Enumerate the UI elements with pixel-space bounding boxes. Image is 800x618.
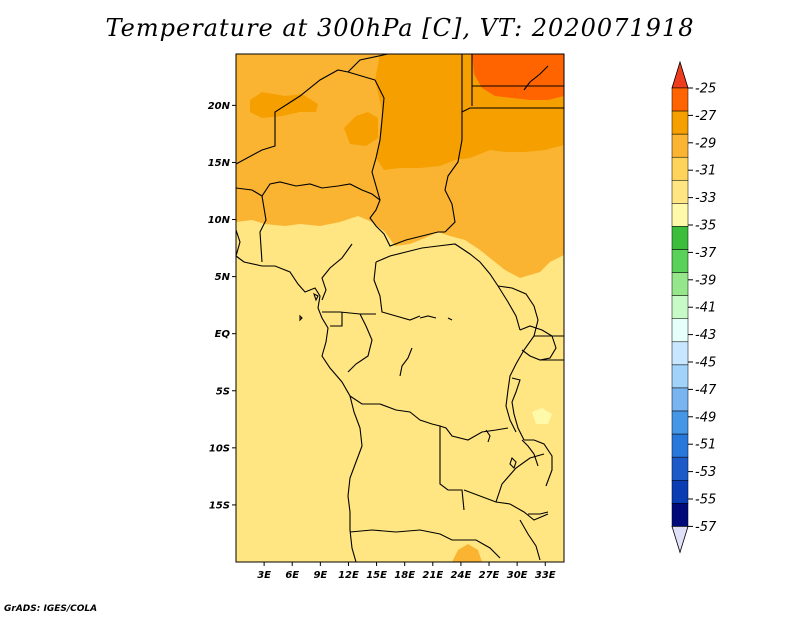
colorbar-swatch bbox=[671, 480, 689, 504]
colorbar-label: -55 bbox=[695, 493, 716, 508]
lon-tick-label: 12E bbox=[338, 570, 359, 581]
colorbar-bottom-arrow bbox=[671, 526, 689, 554]
colorbar-label: -43 bbox=[695, 328, 716, 343]
chart-title: Temperature at 300hPa [C], VT: 202007191… bbox=[105, 14, 695, 42]
colorbar-swatch bbox=[671, 387, 689, 412]
colorbar-swatch bbox=[671, 249, 689, 273]
latitude-axis: 20N 15N 10N 5N EQ 5S 10S 15S bbox=[208, 101, 236, 511]
lat-tick-label: 5S bbox=[216, 386, 230, 397]
lat-tick-label: 10N bbox=[208, 215, 231, 226]
colorbar-swatch bbox=[671, 156, 689, 181]
colorbar-swatch bbox=[671, 203, 689, 227]
lon-tick-label: 15E bbox=[366, 570, 387, 581]
colorbar-label: -47 bbox=[695, 383, 717, 398]
colorbar-label: -35 bbox=[695, 219, 716, 234]
colorbar-label: -31 bbox=[695, 164, 716, 179]
lat-tick-label: 5N bbox=[215, 272, 231, 283]
colorbar-swatch bbox=[671, 226, 689, 250]
country-borders bbox=[236, 54, 564, 562]
colorbar-swatch bbox=[671, 456, 689, 481]
lat-tick-label: 10S bbox=[209, 443, 230, 454]
colorbar-swatch bbox=[671, 433, 689, 458]
region-minus35-minus33 bbox=[532, 408, 552, 424]
colorbar-swatch bbox=[671, 272, 689, 296]
colorbar-swatch bbox=[671, 364, 689, 389]
temperature-field bbox=[236, 54, 564, 562]
colorbar-swatch bbox=[671, 110, 689, 135]
colorbar-swatch bbox=[671, 503, 689, 527]
colorbar-swatch bbox=[671, 87, 689, 112]
colorbar-swatch bbox=[671, 180, 689, 204]
colorbar-label: -39 bbox=[695, 273, 716, 288]
lon-tick-label: 6E bbox=[285, 570, 299, 581]
colorbar-swatch bbox=[671, 341, 689, 366]
map-frame bbox=[235, 53, 565, 563]
colorbar-label: -45 bbox=[695, 356, 716, 371]
lat-tick-label: 20N bbox=[208, 101, 231, 112]
region-minus29-minus27-center bbox=[344, 112, 378, 146]
lon-tick-label: 30E bbox=[507, 570, 528, 581]
grads-credit: GrADS: IGES/COLA bbox=[4, 604, 98, 614]
region-minus27-minus25 bbox=[472, 54, 564, 100]
colorbar-swatch bbox=[671, 410, 689, 435]
colorbar-label: -33 bbox=[695, 191, 716, 206]
lat-tick-label: 15S bbox=[209, 500, 230, 511]
colorbar-label: -51 bbox=[695, 438, 716, 453]
colorbar-label: -25 bbox=[695, 82, 716, 97]
colorbar-label: -37 bbox=[695, 246, 717, 261]
lon-tick-label: 9E bbox=[313, 570, 327, 581]
colorbar-label: -27 bbox=[695, 109, 717, 124]
lon-tick-label: 3E bbox=[257, 570, 271, 581]
colorbar-top-arrow bbox=[671, 60, 689, 89]
region-minus31-minus29-south bbox=[452, 544, 482, 562]
colorbar: -25 -27 -29 -31 -33 -35 -37 -39 -41 -43 -45 -47 -49 -… bbox=[671, 60, 717, 554]
region-minus29-minus27-west bbox=[250, 92, 318, 118]
lon-tick-label: 27E bbox=[479, 570, 500, 581]
colorbar-label: -53 bbox=[695, 465, 716, 480]
colorbar-swatch bbox=[671, 295, 689, 319]
colorbar-label: -49 bbox=[695, 410, 716, 425]
lon-tick-label: 33E bbox=[535, 570, 556, 581]
colorbar-swatch bbox=[671, 318, 689, 343]
colorbar-label: -29 bbox=[695, 136, 716, 151]
colorbar-label: -41 bbox=[695, 301, 716, 316]
lon-tick-label: 18E bbox=[394, 570, 415, 581]
colorbar-swatch bbox=[671, 133, 689, 158]
lat-tick-label: EQ bbox=[215, 329, 231, 340]
longitude-axis: 3E 6E 9E 12E 15E 18E 21E 24E 27E 30E 33E bbox=[257, 562, 556, 581]
colorbar-label: -57 bbox=[695, 520, 717, 535]
lon-tick-label: 24E bbox=[451, 570, 472, 581]
lat-tick-label: 15N bbox=[208, 158, 231, 169]
lon-tick-label: 21E bbox=[422, 570, 443, 581]
